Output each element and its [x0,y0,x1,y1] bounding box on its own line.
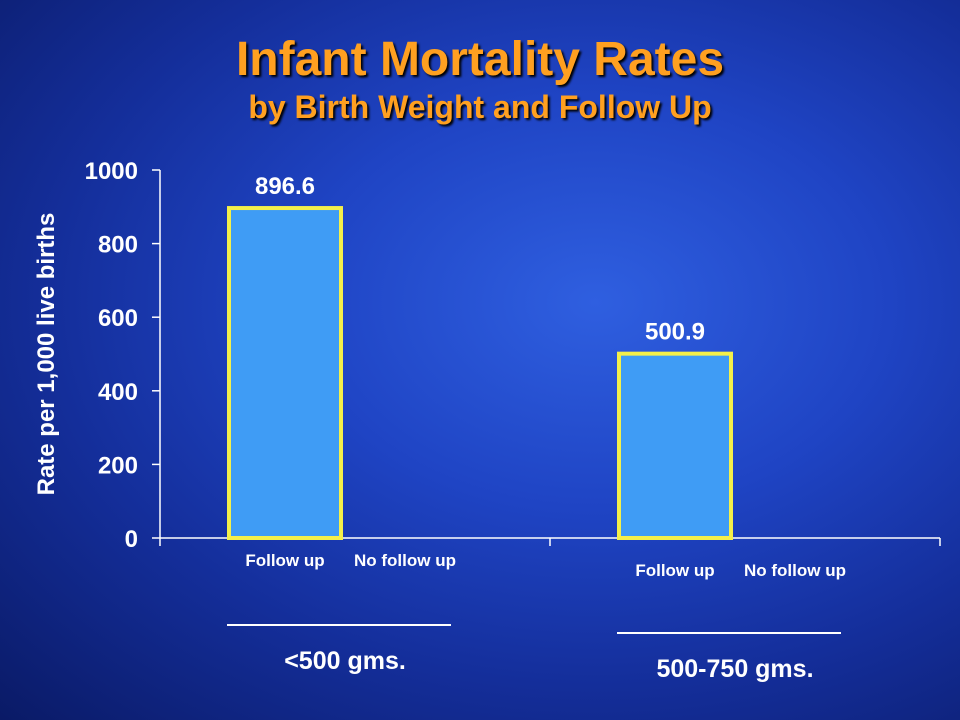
category-label: No follow up [354,551,456,570]
group-underline [617,632,841,634]
y-tick-label: 400 [98,379,138,406]
chart-title: Infant Mortality Rates [235,33,725,86]
group-label: <500 gms. [284,647,406,675]
y-tick-label: 600 [98,305,138,332]
group-label: 500-750 gms. [656,655,814,683]
bar [617,351,733,540]
y-axis-ticks: 0 200 400 600 800 1000 [85,158,160,553]
data-labels: 896.6 500.9 [255,173,705,346]
data-label: 896.6 [255,173,315,200]
category-label: No follow up [744,561,846,580]
y-tick-label: 1000 [85,158,138,185]
y-tick-label: 0 [125,526,138,553]
chart-subtitle: by Birth Weight and Follow Up [248,89,712,125]
bar [227,206,343,540]
chart-bars [227,206,733,540]
category-label: Follow up [245,551,325,570]
y-tick-label: 800 [98,232,138,259]
group-underline [227,624,451,626]
y-axis-label: Rate per 1,000 live births [33,213,60,496]
category-label: Follow up [635,561,715,580]
y-tick-label: 200 [98,452,138,479]
data-label: 500.9 [645,319,705,346]
